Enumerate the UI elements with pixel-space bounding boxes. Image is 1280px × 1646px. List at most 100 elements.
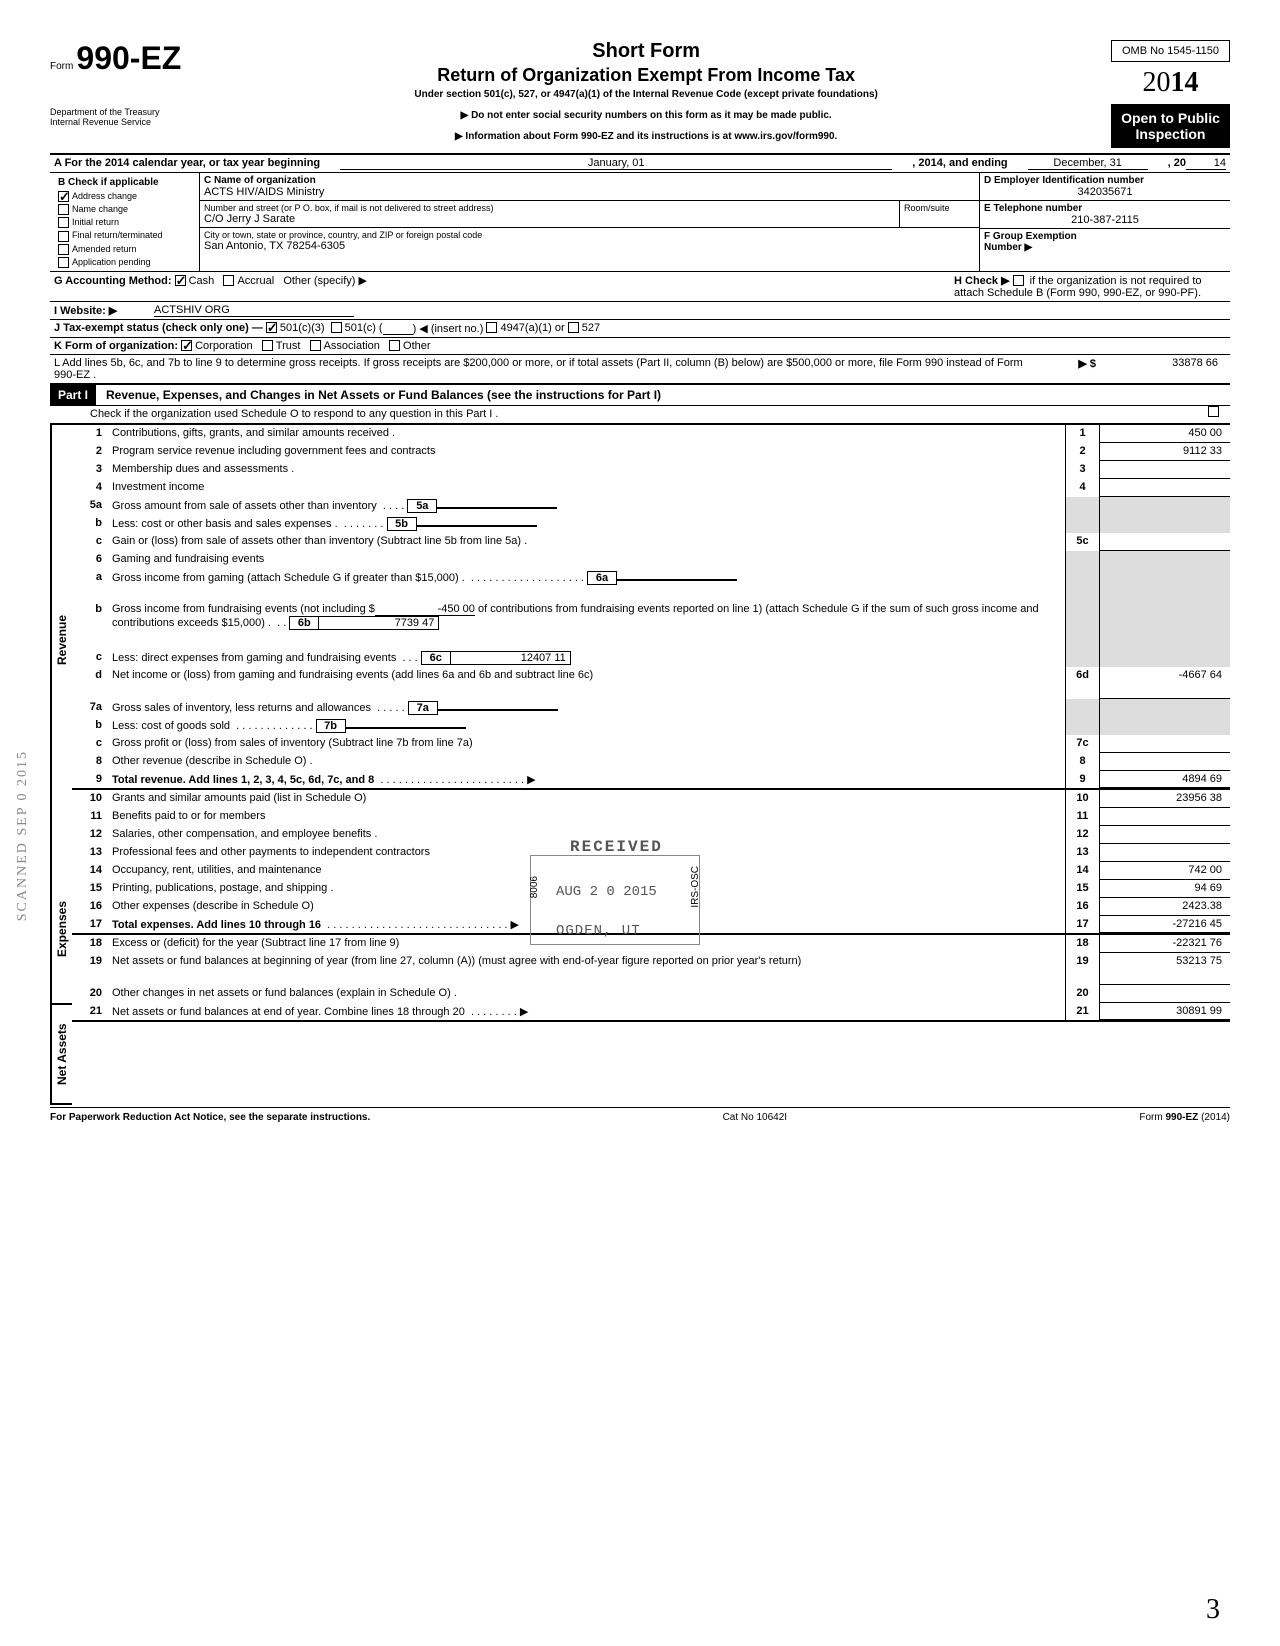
line-value: -27216 45 (1100, 916, 1230, 933)
section-f-label: F Group Exemption Number ▶ (980, 229, 1230, 255)
line-7c: cGross profit or (loss) from sales of in… (72, 735, 1230, 753)
section-c-label: C Name of organization (204, 175, 975, 186)
line-text: Less: cost or other basis and sales expe… (112, 515, 1065, 533)
line-5c: cGain or (loss) from sale of assets othe… (72, 533, 1230, 551)
opt-501c: 501(c) ( (345, 322, 383, 335)
footer-left: For Paperwork Reduction Act Notice, see … (50, 1112, 370, 1123)
checkbox-corp[interactable] (181, 340, 192, 351)
line-value (1100, 461, 1230, 479)
revenue-side-label: Revenue (50, 425, 72, 855)
city-label: City or town, state or province, country… (204, 230, 975, 240)
line-value (1100, 985, 1230, 1003)
line-6c: cLess: direct expenses from gaming and f… (72, 649, 1230, 667)
chk-amended[interactable]: Amended return (54, 243, 195, 256)
line-value: 450 00 (1100, 425, 1230, 443)
line-value: 94 69 (1100, 880, 1230, 898)
schedule-o-check: Check if the organization used Schedule … (50, 406, 1230, 424)
title-main: Short Form (201, 40, 1091, 63)
section-h: H Check ▶ if the organization is not req… (950, 272, 1230, 301)
stamp-side-code: 8006 (529, 876, 540, 898)
year-end-month: December, 31 (1028, 157, 1148, 170)
row-l: L Add lines 5b, 6c, and 7b to line 9 to … (50, 355, 1230, 384)
stamp-date: AUG 2 0 2015 (556, 884, 657, 900)
chk-label: Final return/terminated (72, 230, 163, 240)
opt-527: 527 (582, 322, 600, 335)
checkbox-accrual[interactable] (223, 275, 234, 286)
line-6a: aGross income from gaming (attach Schedu… (72, 569, 1230, 601)
checkbox-sched-b[interactable] (1013, 275, 1024, 286)
line-text: Gaming and fundraising events (112, 551, 1065, 569)
chk-label: Initial return (72, 217, 119, 227)
line-text: Net assets or fund balances at beginning… (112, 953, 1065, 985)
checkbox-icon (58, 204, 69, 215)
line-text: Program service revenue including govern… (112, 443, 1065, 461)
line-6d: dNet income or (loss) from gaming and fu… (72, 667, 1230, 699)
line-text: Membership dues and assessments . (112, 461, 1065, 479)
stamp-irs-osc: IRS-OSC (690, 866, 701, 908)
year-end-yy: 14 (1186, 157, 1226, 170)
other-org-label: Other (403, 340, 431, 352)
line-7b: bLess: cost of goods sold . . . . . . . … (72, 717, 1230, 735)
checkbox-501c3[interactable] (266, 322, 277, 333)
omb-number: OMB No 1545-1150 (1111, 40, 1230, 62)
footer-right: Form 990-EZ (2014) (1139, 1112, 1230, 1123)
line-value: 9112 33 (1100, 443, 1230, 461)
chk-address-change[interactable]: Address change (54, 190, 195, 203)
line-6b: b Gross income from fundraising events (… (72, 601, 1230, 649)
sched-o-text: Check if the organization used Schedule … (90, 406, 1065, 423)
checkbox-trust[interactable] (262, 340, 273, 351)
chk-label: Address change (72, 191, 137, 201)
row-i: I Website: ▶ ACTSHIV ORG (50, 302, 1230, 320)
checkbox-other-org[interactable] (389, 340, 400, 351)
line-8: 8Other revenue (describe in Schedule O) … (72, 753, 1230, 771)
sections-d-e-f: D Employer Identification number 3420356… (980, 173, 1230, 271)
page-number: 3 (1206, 1594, 1220, 1626)
dept-label: Department of the Treasury Internal Reve… (50, 107, 181, 127)
trust-label: Trust (276, 340, 301, 352)
form-id-block: Form 990-EZ Department of the Treasury I… (50, 40, 181, 127)
section-b: B Check if applicable Address change Nam… (50, 173, 200, 271)
line-text: Gross profit or (loss) from sales of inv… (112, 735, 1065, 753)
line-value: 23956 38 (1100, 790, 1230, 808)
chk-initial-return[interactable]: Initial return (54, 216, 195, 229)
checkbox-icon (58, 191, 69, 202)
assoc-label: Association (324, 340, 380, 352)
chk-pending[interactable]: Application pending (54, 256, 195, 269)
expenses-side-label: Expenses (50, 855, 72, 1005)
part1-title: Revenue, Expenses, and Changes in Net As… (106, 385, 661, 405)
line-text: Other changes in net assets or fund bala… (112, 985, 1065, 1003)
line-11: 11Benefits paid to or for members 11 (72, 808, 1230, 826)
line-20: 20Other changes in net assets or fund ba… (72, 985, 1230, 1003)
right-block: OMB No 1545-1150 2014 Open to Public Ins… (1111, 40, 1230, 148)
opt-4947: 4947(a)(1) or (500, 322, 564, 335)
checkbox-sched-o[interactable] (1208, 406, 1219, 417)
city-value: San Antonio, TX 78254-6305 (204, 240, 975, 252)
accrual-label: Accrual (237, 275, 274, 287)
chk-name-change[interactable]: Name change (54, 203, 195, 216)
line-value: 4894 69 (1100, 771, 1230, 788)
row-j: J Tax-exempt status (check only one) — 5… (50, 320, 1230, 338)
ein-value: 342035671 (984, 186, 1226, 198)
checkbox-501c[interactable] (331, 322, 342, 333)
line-text: Less: direct expenses from gaming and fu… (112, 649, 1065, 667)
checkbox-4947[interactable] (486, 322, 497, 333)
line-text: Gain or (loss) from sale of assets other… (112, 533, 1065, 551)
chk-label: Amended return (72, 244, 137, 254)
checkbox-527[interactable] (568, 322, 579, 333)
section-g-label: G Accounting Method: (54, 275, 172, 287)
section-e-label: E Telephone number (984, 203, 1226, 214)
chk-final-return[interactable]: Final return/terminated (54, 229, 195, 242)
gross-receipts: 33878 66 (1096, 357, 1226, 381)
line-value (1100, 735, 1230, 753)
checkbox-assoc[interactable] (310, 340, 321, 351)
year-prefix: 20 (1142, 67, 1170, 98)
section-a: A For the 2014 calendar year, or tax yea… (50, 153, 1230, 173)
line-text: Grants and similar amounts paid (list in… (112, 790, 1065, 808)
checkbox-cash[interactable] (175, 275, 186, 286)
line-6: 6Gaming and fundraising events (72, 551, 1230, 569)
notice-1: ▶ Do not enter social security numbers o… (201, 110, 1091, 121)
line-5b: bLess: cost or other basis and sales exp… (72, 515, 1230, 533)
org-name: ACTS HIV/AIDS Ministry (204, 186, 975, 198)
line-1: 1Contributions, gifts, grants, and simil… (72, 425, 1230, 443)
line-value (1100, 753, 1230, 771)
